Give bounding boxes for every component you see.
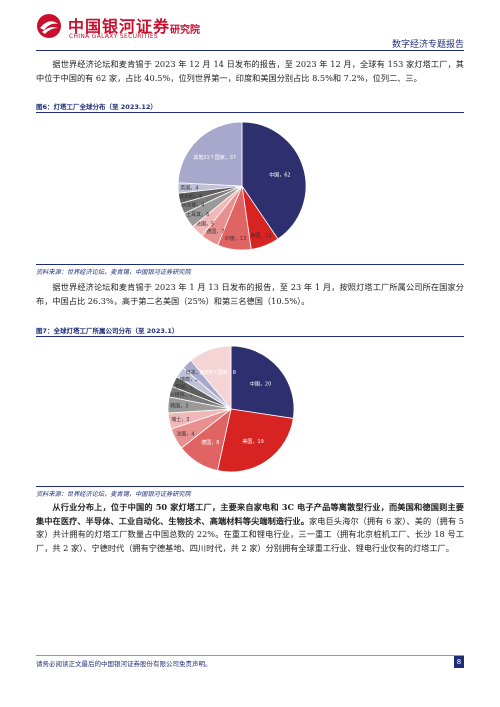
brand-subtitle: 研究院: [170, 25, 200, 36]
pie-slice-label: 法国，5: [196, 220, 214, 227]
pie-slice: [217, 408, 294, 473]
pie-slice-label: 瑞士，3: [171, 416, 189, 423]
pie-slice-label: 新加坡，4: [181, 202, 204, 209]
brand-name-cn: 中国银河证券: [68, 17, 171, 36]
paragraph-1: 据世界经济论坛和麦肯锡于 2023 年 12 月 14 日发布的报告，至 202…: [36, 59, 464, 83]
pie-slice: [241, 121, 307, 240]
pie-slice-label: 韩国，3: [170, 403, 188, 410]
pie-slice-label: 英国，4: [180, 185, 198, 192]
paragraph-2: 据世界经济论坛和麦肯锡于 2023 年 1 月 13 日发布的报告，至 23 年…: [36, 282, 464, 306]
pie-slice-label: 其他21个国家，37: [193, 154, 236, 161]
figure-7-caption: 图7：全球灯塔工厂所属公司分布（至 2023.1）: [36, 325, 464, 337]
galaxy-logo-icon: [37, 14, 61, 38]
pie-slice-label: 意大利，4: [179, 193, 202, 200]
pie-slice-label: 沙特阿，2: [170, 392, 193, 399]
pie-slice-label: 其他8个国家，8: [200, 369, 236, 376]
report-type-label: 数字经济专题报告: [391, 40, 464, 50]
pie-slice-label: 德国，8: [201, 439, 219, 446]
header-divider: [36, 50, 464, 51]
pie-slice-label: 英国，2: [175, 383, 193, 390]
pie-slice-label: 法国，4: [176, 431, 194, 438]
pie-slice-label: 印度，13: [225, 235, 246, 242]
pie-slice: [230, 345, 295, 419]
pie-slice-label: 美国，19: [242, 438, 263, 445]
pie-slice-label: 中国，62: [269, 171, 290, 178]
pie-slice: [177, 121, 243, 187]
pie-slice-label: 瑞典，2: [180, 376, 198, 383]
paragraph-3-bold: 从行业分布上，位于中国的 50 家灯塔工厂，主要来自家电和 3C 电子产品等离散…: [36, 502, 464, 526]
pie-slice-label: 土耳其，6: [186, 211, 209, 218]
pie-slice-label: 德国，7: [206, 228, 224, 235]
brand-name-en: CHINA GALAXY SECURITIES: [69, 33, 159, 40]
paragraph-3: 从行业分布上，位于中国的 50 家灯塔工厂，主要来自家电和 3C 电子产品等离散…: [36, 501, 464, 555]
figure-7-pie-chart: 中国，20 美国，19 德国，8 法国，4 瑞士，3 韩国，3 沙特阿，2 英国，2瑞典，2日…: [167, 345, 295, 473]
page-number: 8: [454, 656, 464, 668]
pie-slice: [190, 345, 232, 411]
figure-6-caption: 图6：灯塔工厂全球分布（至 2023.12）: [36, 101, 464, 113]
pie-slice-label: 美国，11: [250, 232, 271, 239]
footer-divider: [36, 655, 464, 656]
paragraph-3-rest: 家电巨头海尔（拥有 6 家）、美的（拥有 5 家）共计拥有的灯塔工厂数量占中国总…: [36, 515, 464, 553]
pie-slice-label: 中国，20: [250, 381, 271, 388]
pie-slice-label: 日本，2: [186, 369, 204, 376]
figure-6-source: 资料来源：世界经济论坛，麦肯锡，中国银河证券研究院: [36, 264, 464, 276]
figure-7-source: 资料来源：世界经济论坛，麦肯锡，中国银河证券研究院: [36, 486, 464, 498]
footer-disclaimer: 请务必阅读正文最后的中国银河证券股份有限公司免责声明。: [36, 660, 212, 668]
